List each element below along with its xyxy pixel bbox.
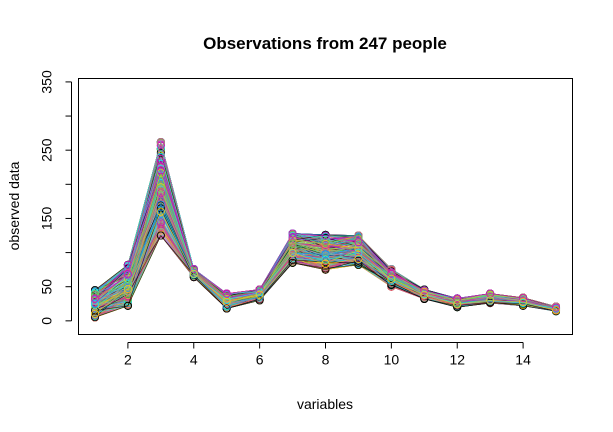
data-point [90,300,99,309]
data-point [552,306,561,315]
data-point [321,255,330,264]
data-point [354,231,363,240]
axes-layer: 2 4 6 8 10 12 14 0 50 150 250 350 [39,70,532,367]
data-point [519,298,528,307]
series-line [94,188,557,309]
data-point [255,288,264,297]
series-line [94,234,557,318]
x-tick-label: 2 [124,352,132,368]
series-line [94,169,557,309]
x-axis-label: variables [297,396,353,412]
data-point [552,303,561,312]
x-tick-label: 12 [449,352,465,368]
data-point [420,291,429,300]
data-point [123,301,132,310]
series-line [94,203,557,309]
series-line [94,210,557,315]
series-line [94,173,557,310]
data-point [387,269,396,278]
y-tick-label: 250 [39,138,55,162]
data-point [222,297,231,306]
data-point [387,281,396,290]
data-point [486,298,495,307]
data-point [321,250,330,259]
data-point [222,289,231,298]
data-point [189,264,198,273]
data-point [354,238,363,247]
data-point [288,229,297,238]
x-tick-label: 10 [384,352,400,368]
series-line [94,141,557,307]
data-point [354,254,363,263]
data-point [255,290,264,299]
data-point [123,270,132,279]
data-point [486,296,495,305]
data-point [123,284,132,293]
series-line [94,168,557,309]
data-point [255,285,264,294]
x-tick-label: 6 [256,352,264,368]
data-point [222,295,231,304]
data-point [288,239,297,248]
x-tick-label: 4 [190,352,198,368]
y-tick-label: 0 [39,317,55,325]
data-point [321,237,330,246]
data-point [156,231,165,240]
data-point [321,259,330,268]
series-246 [90,166,561,312]
plot-frame [78,78,573,335]
data-point [156,137,165,146]
data-point [156,207,165,216]
data-point [156,185,165,194]
data-point [354,248,363,257]
series-layer [90,137,561,322]
data-point [90,309,99,318]
data-point [321,265,330,274]
y-tick-label: 350 [39,70,55,94]
x-tick-label: 14 [515,352,531,368]
data-point [288,248,297,257]
data-point [321,231,330,240]
y-tick-label: 50 [39,279,55,295]
data-point [156,166,165,175]
data-point [453,294,462,303]
data-point [453,300,462,309]
data-point [90,294,99,303]
chart-title: Observations from 247 people [203,34,447,53]
series-line [94,207,557,312]
data-point [420,286,429,295]
data-point [189,269,198,278]
x-tick-label: 8 [322,352,330,368]
data-point [123,289,132,298]
data-point [90,290,99,299]
data-point [288,258,297,267]
series-247 [90,207,561,318]
y-tick-label: 150 [39,207,55,231]
series-line [94,192,557,309]
y-axis-label: observed data [6,161,22,250]
data-point [255,296,264,305]
data-point [354,244,363,253]
data-point [387,274,396,283]
